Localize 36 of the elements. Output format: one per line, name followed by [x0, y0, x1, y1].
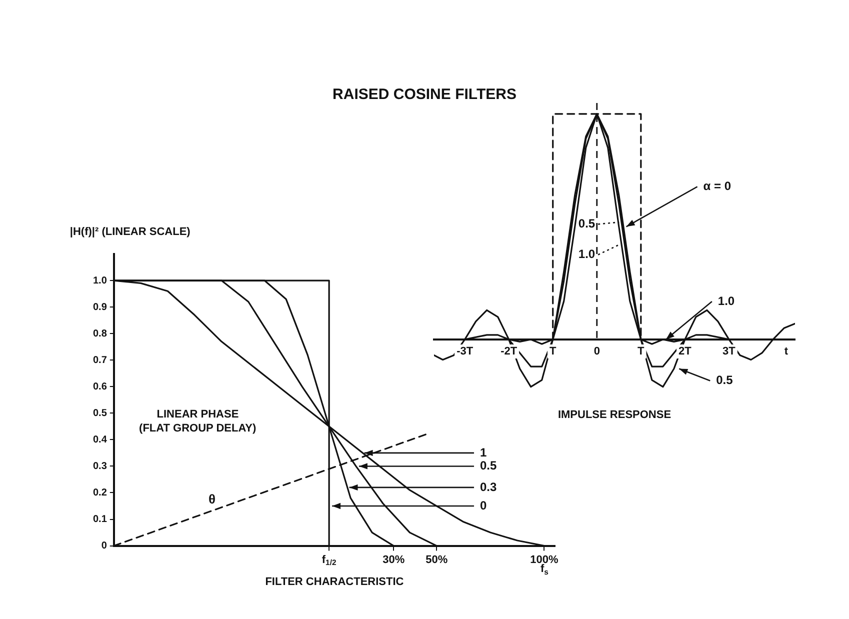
y-axis-title: |H(f)|² (LINEAR SCALE) [70, 226, 191, 238]
x-axis-title: IMPULSE RESPONSE [558, 409, 672, 422]
annotation: 0.5 [716, 373, 734, 388]
annotation: 1.0 [718, 294, 735, 308]
x-tick-label: 50% [426, 554, 448, 566]
y-tick-label: 0.5 [92, 408, 108, 419]
annotation: 1.0 [578, 247, 596, 262]
y-tick-label: 0.6 [92, 381, 108, 392]
x-tick-label: t [784, 345, 788, 358]
x-tick-label: T [638, 345, 645, 358]
chart-title: RAISED COSINE FILTERS [332, 86, 518, 103]
annotation: θ [208, 492, 216, 507]
x-tick-label: -3T [456, 345, 474, 358]
x-axis-title: FILTER CHARACTERISTIC [265, 576, 404, 588]
annotation: 0.3 [480, 480, 498, 494]
annotation: 0 [480, 498, 488, 512]
annotation: α = 0 [703, 178, 732, 193]
x-tick-label: 3T [722, 345, 736, 358]
y-tick-label: 0.7 [92, 354, 108, 366]
x-tick-label: 30% [382, 554, 405, 566]
x-tick-label: 2T [678, 345, 692, 358]
y-tick-label: 1.0 [92, 275, 108, 286]
annotation: 0.5 [578, 216, 596, 230]
annotation: 1 [480, 445, 488, 460]
y-tick-label: 0.9 [92, 302, 108, 313]
x-tick-label: T [550, 345, 557, 358]
y-tick-label: 0.3 [92, 460, 108, 472]
x-tick-label: 0 [594, 345, 600, 358]
y-tick-label: 0.8 [92, 328, 108, 340]
y-tick-label: 0.4 [92, 434, 108, 446]
y-tick-label: 0.2 [92, 487, 108, 498]
annotation: 0.5 [480, 458, 498, 473]
x-tick-label: -2T [500, 345, 518, 358]
y-tick-label: 0.1 [92, 514, 108, 526]
annotation: LINEAR PHASE (FLAT GROUP DELAY) [139, 408, 257, 435]
y-tick-label: 0 [101, 540, 108, 552]
